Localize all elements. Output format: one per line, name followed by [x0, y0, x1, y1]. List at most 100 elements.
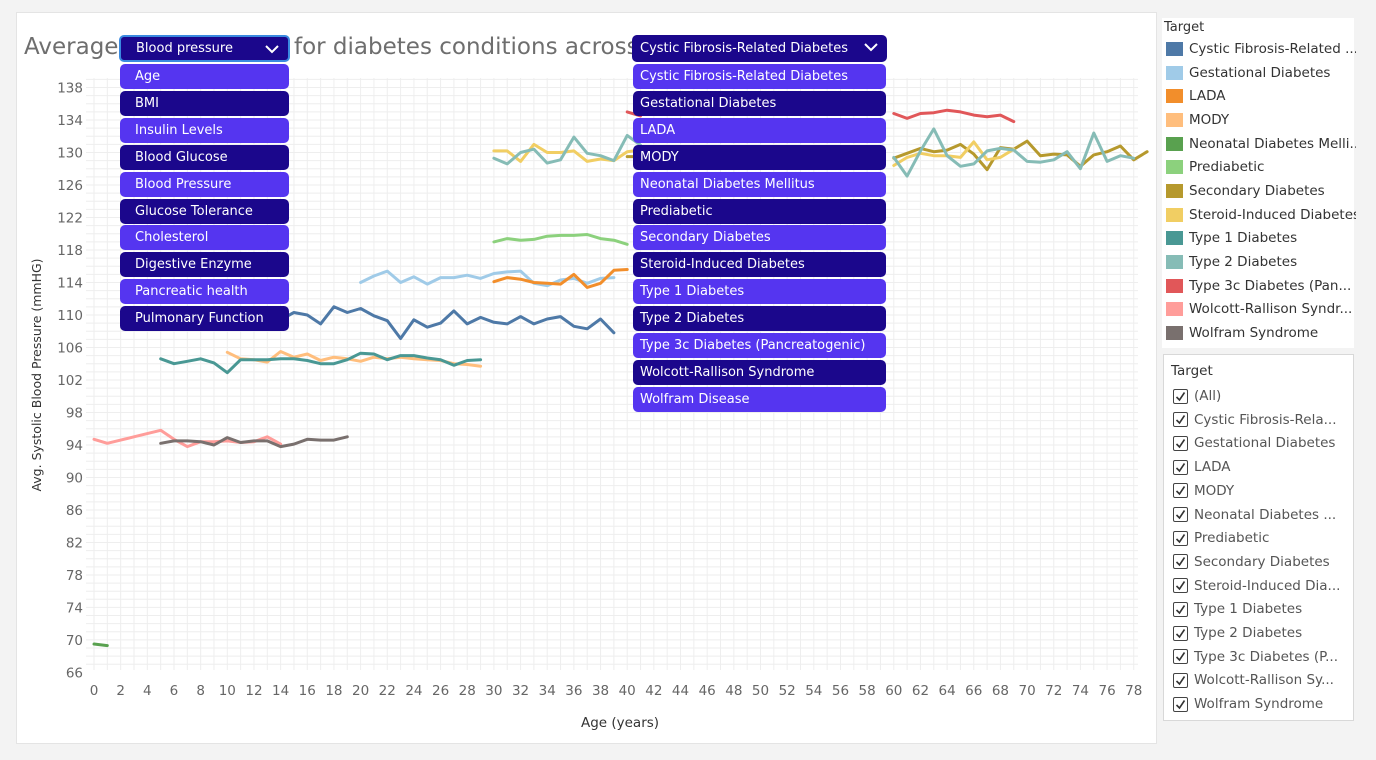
- legend-item[interactable]: Wolcott-Rallison Syndr...: [1166, 299, 1356, 319]
- series-line-wolfram-syndrome[interactable]: [159, 435, 349, 449]
- condition-option[interactable]: Type 1 Diabetes: [633, 279, 886, 305]
- filter-label: Prediabetic: [1194, 530, 1270, 547]
- measure-option[interactable]: Cholesterol: [120, 225, 289, 251]
- condition-option[interactable]: Cystic Fibrosis-Related Diabetes: [633, 64, 886, 89]
- filter-item[interactable]: Cystic Fibrosis-Rela...: [1173, 410, 1351, 430]
- y-tick-label: 78: [66, 568, 83, 584]
- x-tick-label: 36: [565, 683, 582, 699]
- measure-option[interactable]: Blood Glucose: [120, 144, 289, 170]
- checkbox[interactable]: [1173, 435, 1188, 451]
- filter-item[interactable]: LADA: [1173, 457, 1351, 477]
- legend-item[interactable]: Type 1 Diabetes: [1166, 228, 1356, 248]
- condition-option[interactable]: Type 2 Diabetes: [633, 306, 886, 332]
- checkbox[interactable]: [1173, 649, 1188, 665]
- checkbox[interactable]: [1173, 507, 1188, 522]
- measure-option[interactable]: Insulin Levels: [120, 117, 289, 143]
- legend-item[interactable]: MODY: [1166, 110, 1356, 130]
- y-tick-label: 126: [57, 178, 83, 194]
- measure-option[interactable]: Age: [120, 64, 289, 89]
- filter-item[interactable]: Wolcott-Rallison Sy...: [1173, 670, 1351, 690]
- legend-item[interactable]: Type 3c Diabetes (Pan...: [1166, 276, 1356, 296]
- legend-label: Gestational Diabetes: [1189, 64, 1331, 81]
- condition-option[interactable]: MODY: [633, 144, 886, 170]
- checkmark-icon: [1175, 628, 1186, 638]
- checkbox[interactable]: [1173, 696, 1188, 712]
- filter-item[interactable]: Type 3c Diabetes (P...: [1173, 647, 1351, 667]
- legend-label: Steroid-Induced Diabetes: [1189, 206, 1356, 223]
- condition-option[interactable]: Secondary Diabetes: [633, 225, 886, 251]
- measure-option[interactable]: BMI: [120, 90, 289, 116]
- legend-item[interactable]: LADA: [1166, 86, 1356, 106]
- filter-item[interactable]: Type 1 Diabetes: [1173, 599, 1351, 619]
- checkmark-icon: [1175, 391, 1186, 401]
- checkbox[interactable]: [1173, 601, 1188, 617]
- legend-item[interactable]: Gestational Diabetes: [1166, 63, 1356, 83]
- filter-item[interactable]: Neonatal Diabetes ...: [1173, 505, 1351, 525]
- legend-item[interactable]: Steroid-Induced Diabetes: [1166, 205, 1356, 225]
- condition-option[interactable]: LADA: [633, 117, 886, 143]
- checkbox[interactable]: [1173, 412, 1188, 428]
- legend-label: Secondary Diabetes: [1189, 182, 1325, 199]
- checkbox[interactable]: [1173, 672, 1188, 688]
- series-line-cystic-fibrosis-related-diabetes[interactable]: [252, 305, 616, 340]
- series-line-lada[interactable]: [492, 268, 629, 289]
- x-tick-label: 12: [245, 683, 262, 699]
- target-filter: Target (All) Cystic Fibrosis-Rela... Gesta…: [1163, 354, 1354, 721]
- checkbox[interactable]: [1173, 530, 1188, 546]
- x-tick-label: 48: [725, 683, 742, 699]
- series-line-type-1-diabetes[interactable]: [159, 351, 483, 375]
- checkbox[interactable]: [1173, 388, 1188, 404]
- condition-option[interactable]: Prediabetic: [633, 198, 886, 224]
- condition-option[interactable]: Gestational Diabetes: [633, 90, 886, 116]
- filter-item[interactable]: Steroid-Induced Dia...: [1173, 576, 1351, 596]
- x-tick-label: 4: [143, 683, 152, 699]
- series-line-gestational-diabetes[interactable]: [359, 269, 616, 288]
- legend-label: LADA: [1189, 88, 1226, 105]
- condition-option[interactable]: Wolfram Disease: [633, 386, 886, 412]
- filter-item[interactable]: Secondary Diabetes: [1173, 552, 1351, 572]
- condition-option[interactable]: Neonatal Diabetes Mellitus: [633, 171, 886, 197]
- series-line-neonatal-diabetes-mellitus[interactable]: [92, 642, 109, 648]
- legend-label: Wolfram Syndrome: [1189, 324, 1319, 341]
- filter-item[interactable]: Gestational Diabetes: [1173, 433, 1351, 453]
- measure-dropdown-value: Blood pressure: [136, 41, 233, 56]
- legend-swatch: [1166, 183, 1183, 198]
- filter-item[interactable]: Prediabetic: [1173, 528, 1351, 548]
- measure-option[interactable]: Pulmonary Function: [120, 306, 289, 332]
- x-tick-label: 22: [379, 683, 396, 699]
- x-tick-label: 38: [592, 683, 609, 699]
- checkbox[interactable]: [1173, 459, 1188, 475]
- series-line-prediabetic[interactable]: [492, 233, 629, 246]
- legend-item[interactable]: Neonatal Diabetes Melli...: [1166, 134, 1356, 154]
- checkbox[interactable]: [1173, 578, 1188, 594]
- condition-dropdown[interactable]: Cystic Fibrosis-Related Diabetes: [632, 35, 887, 62]
- filter-item[interactable]: Wolfram Syndrome: [1173, 694, 1351, 714]
- checkmark-icon: [1175, 510, 1186, 520]
- y-tick-label: 130: [57, 145, 83, 161]
- checkbox[interactable]: [1173, 483, 1188, 499]
- legend-item[interactable]: Cystic Fibrosis-Related ...: [1166, 39, 1356, 59]
- legend-item[interactable]: Wolfram Syndrome: [1166, 323, 1356, 343]
- condition-option[interactable]: Wolcott-Rallison Syndrome: [633, 359, 886, 385]
- checkbox[interactable]: [1173, 625, 1188, 641]
- filter-item[interactable]: Type 2 Diabetes: [1173, 623, 1351, 643]
- legend-item[interactable]: Prediabetic: [1166, 157, 1356, 177]
- filter-item[interactable]: (All): [1173, 386, 1351, 406]
- condition-option[interactable]: Type 3c Diabetes (Pancreatogenic): [633, 333, 886, 358]
- y-tick-label: 122: [57, 210, 83, 226]
- legend-swatch: [1166, 278, 1183, 293]
- series-line-type-2-diabetes[interactable]: [492, 127, 1136, 178]
- filter-label: Gestational Diabetes: [1194, 435, 1336, 452]
- x-tick-label: 30: [485, 683, 502, 699]
- measure-option[interactable]: Pancreatic health: [120, 279, 289, 305]
- x-tick-label: 74: [1072, 683, 1089, 699]
- legend-item[interactable]: Secondary Diabetes: [1166, 181, 1356, 201]
- measure-option[interactable]: Digestive Enzyme: [120, 252, 289, 278]
- checkbox[interactable]: [1173, 554, 1188, 570]
- condition-option[interactable]: Steroid-Induced Diabetes: [633, 252, 886, 278]
- measure-dropdown[interactable]: Blood pressure: [119, 35, 290, 62]
- legend-item[interactable]: Type 2 Diabetes: [1166, 252, 1356, 272]
- filter-item[interactable]: MODY: [1173, 481, 1351, 501]
- measure-option[interactable]: Glucose Tolerance: [120, 198, 289, 224]
- measure-option[interactable]: Blood Pressure: [120, 171, 289, 197]
